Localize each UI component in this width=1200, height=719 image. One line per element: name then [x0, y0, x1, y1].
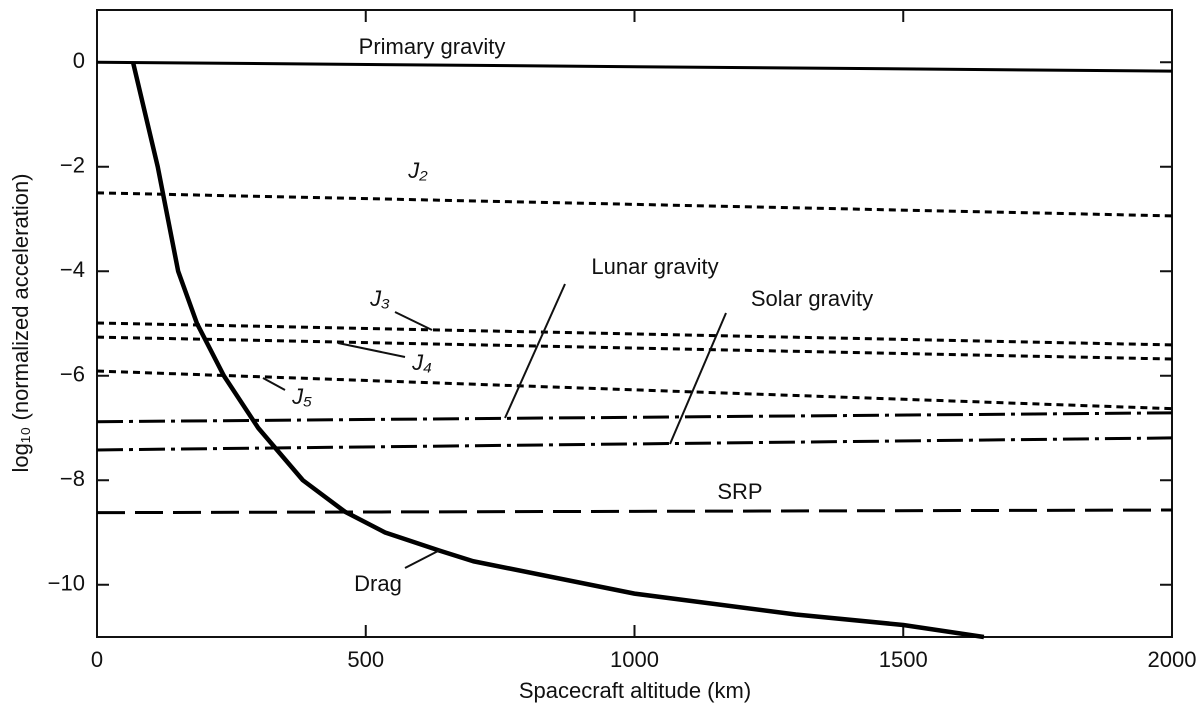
y-tick-label: −6	[60, 362, 85, 387]
x-tick-label: 500	[347, 647, 384, 672]
y-tick-label: −4	[60, 257, 85, 282]
series-line	[96, 191, 1173, 218]
series-label: Drag	[354, 571, 402, 596]
series-label: SRP	[717, 479, 762, 504]
series-label: J₄	[411, 350, 432, 375]
series-label: J₅	[291, 384, 312, 409]
series-line	[130, 61, 985, 640]
series-label: J₃	[369, 286, 390, 311]
y-tick-label: −2	[60, 153, 85, 178]
leader-line	[669, 312, 727, 445]
y-tick-label: −10	[48, 571, 85, 596]
series-label: Primary gravity	[359, 34, 506, 59]
series-line	[96, 369, 1173, 411]
x-tick-label: 2000	[1148, 647, 1197, 672]
leader-line	[394, 311, 433, 331]
series-line	[96, 60, 1173, 73]
x-axis-label: Spacecraft altitude (km)	[519, 678, 751, 703]
x-tick-label: 1000	[610, 647, 659, 672]
y-tick-label: −8	[60, 466, 85, 491]
x-tick-label: 0	[91, 647, 103, 672]
y-tick-label: 0	[73, 48, 85, 73]
plot-frame	[96, 9, 1173, 638]
series-label: Lunar gravity	[591, 254, 718, 279]
x-tick-label: 1500	[879, 647, 928, 672]
series-label: J₂	[407, 158, 428, 183]
series-label: Solar gravity	[751, 286, 873, 311]
series-line	[96, 411, 1173, 424]
y-axis-label: log₁₀ (normalized acceleration)	[8, 173, 33, 472]
leader-line	[404, 549, 441, 569]
leader-line	[337, 342, 406, 358]
leader-line	[504, 283, 566, 419]
series-line	[96, 508, 1173, 515]
leader-line	[262, 377, 286, 391]
series-line	[96, 436, 1173, 452]
